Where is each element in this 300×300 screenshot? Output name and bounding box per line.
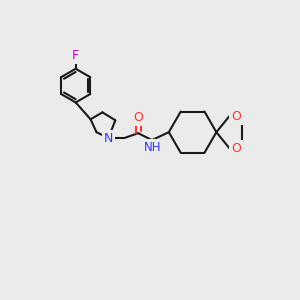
Text: NH: NH bbox=[144, 140, 162, 154]
Text: N: N bbox=[104, 132, 113, 145]
Text: O: O bbox=[231, 110, 241, 123]
Text: O: O bbox=[231, 142, 241, 154]
Text: O: O bbox=[133, 111, 143, 124]
Text: F: F bbox=[72, 50, 79, 62]
